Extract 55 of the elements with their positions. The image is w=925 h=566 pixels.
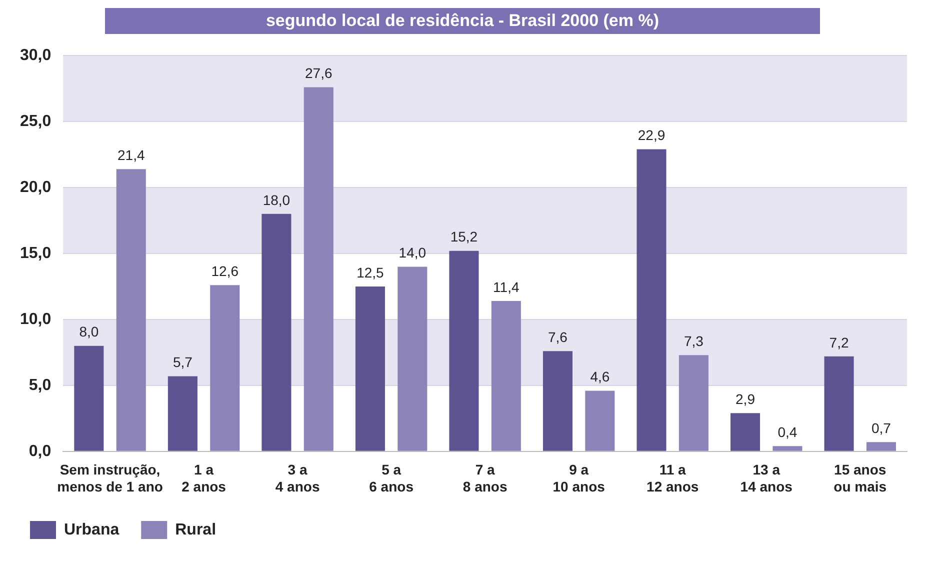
x-tick-label: 11 a 12 anos [646,462,699,494]
data-label: 2,9 [736,391,756,407]
bar [772,446,802,451]
bar [74,346,104,451]
data-label: 7,3 [684,332,704,349]
data-label: 15,2 [450,228,478,245]
chart-title: segundo local de residência - Brasil 2000 (em %) [105,8,820,34]
bar [636,149,666,451]
x-tick-label: 7 a 8 anos [462,462,508,494]
y-tick-label: 5,0 [28,376,52,394]
bar [262,214,292,451]
x-tick-label: 5 a 6 anos [369,462,414,494]
data-label: 7,2 [829,334,849,350]
data-label: 22,9 [638,127,666,144]
bar [449,250,479,451]
y-tick-label: 30,0 [20,47,52,64]
bar [585,390,615,451]
x-tick-label: 3 a 4 anos [275,462,320,494]
x-tick-label: 15 anos ou mais [834,462,887,494]
data-label: 0,4 [778,424,798,440]
data-label: 27,6 [305,65,332,82]
data-label: 14,0 [398,244,426,261]
bar [678,355,708,451]
bar [304,87,334,451]
data-label: 11,4 [493,278,520,295]
x-tick-label: Sem instrução, menos de 1 ano [57,462,163,494]
data-label: 5,7 [172,354,193,370]
data-label: 7,6 [548,328,568,345]
bar [730,413,760,451]
x-tick-label: 9 a 10 anos [552,462,606,494]
legend-label: Urbana [64,521,120,538]
x-tick-label: 1 a 2 anos [182,462,226,494]
data-label: 12,5 [356,264,384,280]
x-tick-label: 13 a 14 anos [740,462,793,494]
y-tick-label: 25,0 [20,112,52,130]
y-tick-label: 20,0 [20,178,52,196]
bar [355,286,385,451]
bar [866,442,896,451]
bar [491,300,521,451]
data-label: 0,7 [871,420,892,436]
bar [210,285,240,451]
bar [168,376,198,451]
data-label: 12,6 [211,263,239,280]
data-label: 21,4 [117,146,145,163]
bar [398,266,428,451]
legend-label: Rural [175,521,216,538]
bar [542,351,573,451]
bar [116,169,146,451]
bar [824,356,854,451]
y-tick-label: 10,0 [20,310,52,328]
y-tick-label: 15,0 [20,244,52,262]
y-tick-label: 0,0 [28,442,52,460]
data-label: 4,6 [590,368,610,385]
data-label: 18,0 [262,192,290,208]
data-label: 8,0 [79,324,99,340]
